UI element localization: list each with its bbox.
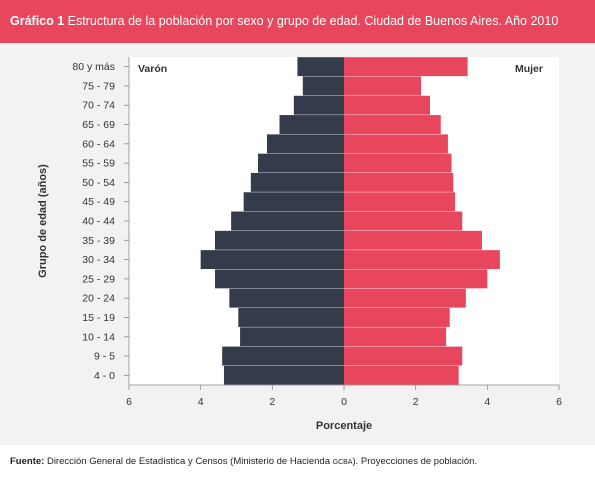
- age-group-label: 20 - 24: [82, 293, 115, 305]
- x-axis-title: Porcentaje: [316, 420, 372, 432]
- age-group-label: 75 - 79: [82, 80, 115, 92]
- y-axis-title: Grupo de edad (años): [37, 164, 49, 278]
- male-bar: [266, 134, 344, 154]
- age-group-label: 80 y más: [72, 61, 115, 73]
- source-text-after: ). Proyecciones de población.: [352, 456, 478, 467]
- female-side-label: Mujer: [515, 63, 543, 75]
- male-bar: [250, 172, 344, 192]
- male-bar: [200, 250, 344, 270]
- male-bar: [302, 76, 344, 96]
- source-label: Fuente:: [10, 456, 45, 467]
- male-bar: [215, 230, 344, 250]
- x-tick-label: 0: [341, 396, 347, 408]
- source-text-before: Dirección General de Estadística y Censo…: [46, 456, 333, 467]
- age-group-label: 10 - 14: [82, 331, 115, 343]
- chart-area: 80 y más 75 - 79 70 - 74 65 - 69 60 - 64 55 -…: [0, 43, 595, 445]
- figure-label: Gráfico 1: [10, 14, 65, 28]
- x-tick-label: 2: [413, 396, 419, 408]
- female-bar: [344, 346, 463, 366]
- age-group-label: 70 - 74: [82, 100, 115, 112]
- male-bar: [231, 211, 344, 231]
- male-bar: [215, 269, 344, 289]
- male-bar: [229, 288, 344, 308]
- male-bar: [243, 192, 344, 212]
- female-bar: [344, 211, 463, 231]
- female-bar: [344, 115, 441, 134]
- male-bar: [279, 115, 344, 134]
- age-group-label: 60 - 64: [82, 138, 115, 150]
- female-bar: [344, 250, 500, 270]
- x-tick-label: 4: [198, 396, 204, 408]
- source-text-small: GCBA: [332, 459, 353, 466]
- female-bar: [344, 76, 422, 96]
- figure-header: Gráfico 1 Estructura de la población por…: [0, 0, 595, 43]
- figure-title: Estructura de la población por sexo y gr…: [67, 14, 559, 28]
- age-group-label: 30 - 34: [82, 254, 115, 266]
- age-group-label: 4 - 0: [94, 370, 115, 382]
- female-bar: [344, 153, 452, 173]
- age-group-label: 25 - 29: [82, 273, 115, 285]
- female-bar: [344, 57, 468, 77]
- male-bar: [297, 57, 344, 77]
- x-tick-label: 6: [556, 396, 562, 408]
- female-bar: [344, 365, 459, 385]
- age-group-label: 45 - 49: [82, 196, 115, 208]
- x-tick-label: 2: [269, 396, 275, 408]
- female-bar: [344, 230, 482, 250]
- age-group-label: 15 - 19: [82, 312, 115, 324]
- age-group-label: 9 - 5: [94, 351, 115, 363]
- male-bar: [222, 346, 344, 366]
- age-group-label: 35 - 39: [82, 235, 115, 247]
- age-group-label: 65 - 69: [82, 119, 115, 131]
- male-side-label: Varón: [138, 63, 167, 75]
- age-group-label: 40 - 44: [82, 216, 115, 228]
- female-bar: [344, 308, 450, 327]
- male-bar: [258, 153, 344, 173]
- source-note: Fuente: Dirección General de Estadística…: [0, 445, 595, 478]
- age-group-label: 55 - 59: [82, 158, 115, 170]
- female-bar: [344, 269, 488, 289]
- x-tick-label: 4: [484, 396, 490, 408]
- female-bar: [344, 288, 466, 308]
- female-bar: [344, 327, 447, 347]
- male-bar: [240, 327, 344, 347]
- female-bar: [344, 95, 430, 115]
- female-bar: [344, 192, 456, 212]
- female-bar: [344, 172, 454, 192]
- female-bar: [344, 134, 448, 154]
- x-tick-label: 6: [126, 396, 132, 408]
- male-bar: [238, 308, 344, 327]
- population-pyramid-chart: 80 y más 75 - 79 70 - 74 65 - 69 60 - 64 55 -…: [37, 57, 562, 432]
- age-group-label: 50 - 54: [82, 177, 115, 189]
- male-bar: [223, 365, 344, 385]
- male-bar: [293, 95, 344, 115]
